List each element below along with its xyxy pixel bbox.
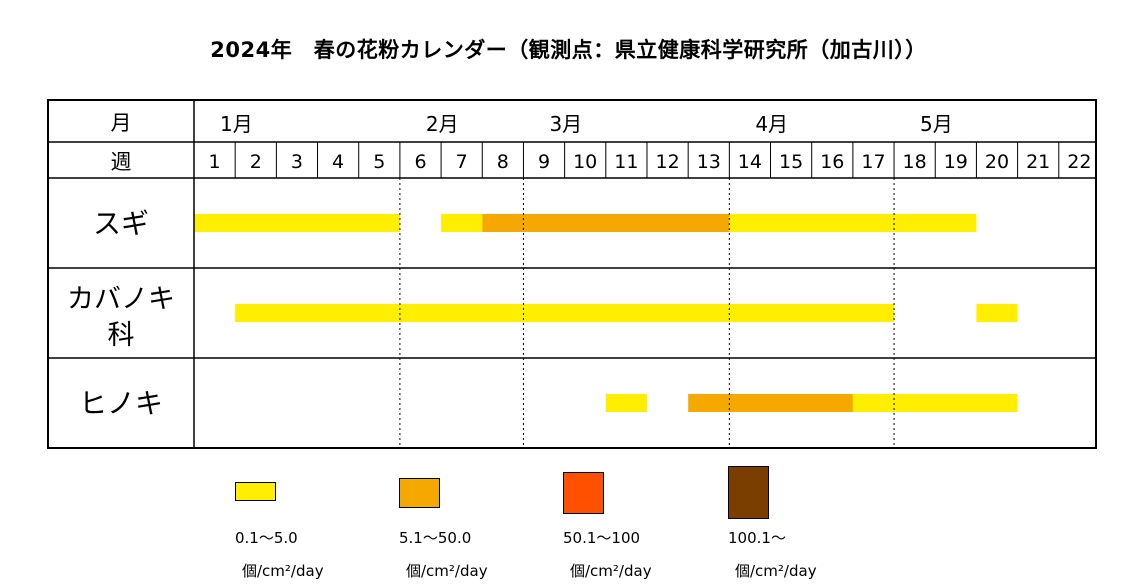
week-number: 11 bbox=[614, 151, 638, 173]
week-number: 9 bbox=[538, 151, 550, 173]
legend-swatch-4 bbox=[728, 466, 769, 519]
week-number: 7 bbox=[456, 151, 468, 173]
pollen-bar-1-1 bbox=[194, 214, 400, 232]
row-label: カバノキ科 bbox=[67, 284, 175, 351]
row-label: スギ bbox=[93, 207, 149, 240]
week-number: 4 bbox=[332, 151, 344, 173]
legend-unit-label: 個/cm²/day bbox=[242, 562, 324, 580]
legend-unit-label: 個/cm²/day bbox=[406, 562, 488, 580]
pollen-bar-3-2 bbox=[688, 394, 853, 412]
pollen-bar-2-2 bbox=[976, 304, 1018, 322]
week-number: 20 bbox=[985, 151, 1009, 173]
table-border bbox=[47, 99, 1097, 449]
week-number: 16 bbox=[820, 151, 844, 173]
week-number: 1 bbox=[209, 151, 221, 173]
week-number: 12 bbox=[656, 151, 680, 173]
month-label: 4月 bbox=[755, 112, 788, 136]
week-number: 3 bbox=[291, 151, 303, 173]
week-number: 5 bbox=[373, 151, 385, 173]
month-label: 2月 bbox=[426, 112, 459, 136]
week-number: 8 bbox=[497, 151, 509, 173]
legend-range-label: 0.1～5.0 bbox=[235, 529, 298, 547]
week-number: 14 bbox=[738, 151, 762, 173]
week-number: 18 bbox=[903, 151, 927, 173]
month-label: 1月 bbox=[220, 112, 253, 136]
legend-range-label: 5.1～50.0 bbox=[399, 529, 472, 547]
pollen-bar-1-2 bbox=[441, 214, 483, 232]
legend-swatch-3 bbox=[563, 472, 604, 514]
week-number: 21 bbox=[1026, 151, 1050, 173]
pollen-bar-3-3 bbox=[852, 394, 1018, 412]
month-label: 5月 bbox=[920, 112, 953, 136]
pollen-bar-2-1 bbox=[235, 304, 895, 322]
legend-range-label: 100.1～ bbox=[728, 529, 786, 547]
pollen-bar-3-1 bbox=[605, 394, 647, 412]
legend-swatch-2 bbox=[399, 478, 440, 508]
month-header-label: 月 bbox=[111, 111, 132, 135]
week-number: 10 bbox=[573, 151, 597, 173]
week-number: 15 bbox=[779, 151, 803, 173]
month-label: 3月 bbox=[549, 112, 582, 136]
week-number: 2 bbox=[250, 151, 262, 173]
week-number: 13 bbox=[697, 151, 721, 173]
pollen-bar-1-4 bbox=[729, 214, 977, 232]
week-header-label: 週 bbox=[111, 150, 132, 174]
legend-swatch-1 bbox=[235, 482, 276, 501]
legend-unit-label: 個/cm²/day bbox=[570, 562, 652, 580]
legend-range-label: 50.1～100 bbox=[563, 529, 641, 547]
week-number: 22 bbox=[1067, 151, 1091, 173]
week-number: 6 bbox=[414, 151, 426, 173]
chart-title: 2024年 春の花粉カレンダー（観測点：県立健康科学研究所（加古川）） bbox=[210, 38, 927, 62]
week-number: 17 bbox=[861, 151, 885, 173]
pollen-bar-1-3 bbox=[482, 214, 730, 232]
row-label: ヒノキ bbox=[79, 387, 163, 420]
week-number: 19 bbox=[944, 151, 968, 173]
legend-unit-label: 個/cm²/day bbox=[735, 562, 817, 580]
